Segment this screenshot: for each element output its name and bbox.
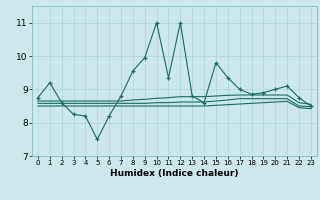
X-axis label: Humidex (Indice chaleur): Humidex (Indice chaleur) bbox=[110, 169, 239, 178]
